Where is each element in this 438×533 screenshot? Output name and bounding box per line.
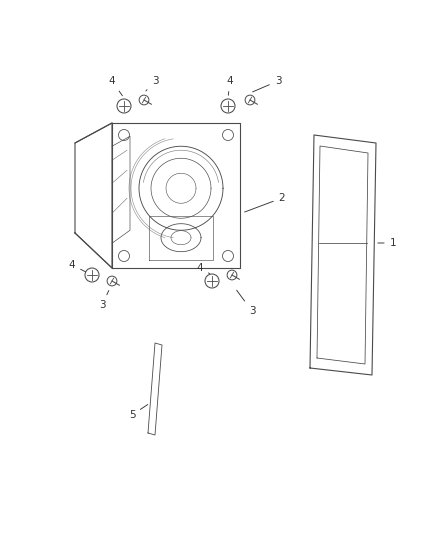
Text: 4: 4 (109, 76, 122, 96)
Text: 3: 3 (146, 76, 158, 91)
Text: 5: 5 (129, 405, 148, 420)
Text: 4: 4 (227, 76, 233, 95)
Text: 1: 1 (378, 238, 396, 248)
Text: 3: 3 (237, 290, 255, 316)
Text: 4: 4 (197, 263, 210, 273)
Text: 2: 2 (244, 193, 285, 212)
Text: 3: 3 (253, 76, 281, 92)
Text: 3: 3 (99, 290, 109, 310)
Text: 4: 4 (69, 260, 85, 272)
